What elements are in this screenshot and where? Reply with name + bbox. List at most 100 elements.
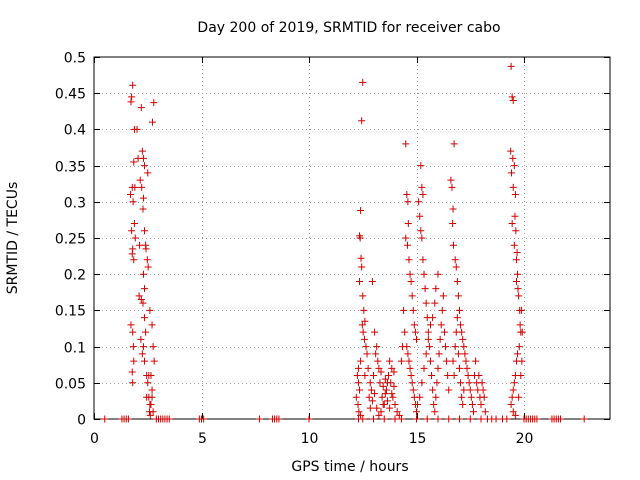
data-point	[405, 357, 413, 365]
data-point	[429, 314, 437, 322]
data-point	[386, 404, 394, 412]
data-point	[404, 198, 412, 206]
x-tick-label: 10	[301, 431, 319, 447]
data-point	[371, 390, 379, 398]
data-point	[385, 372, 393, 380]
data-point	[434, 364, 442, 372]
data-point	[512, 277, 520, 285]
data-point	[418, 234, 426, 242]
data-point	[452, 328, 460, 336]
data-point	[449, 241, 457, 249]
data-point	[406, 270, 414, 278]
data-point	[435, 350, 443, 358]
y-tick-label: 0.05	[55, 377, 86, 393]
data-point	[452, 263, 460, 271]
data-point	[371, 328, 379, 336]
data-point	[439, 292, 447, 300]
data-point	[127, 98, 135, 106]
data-point	[356, 386, 364, 394]
data-point	[511, 411, 519, 419]
data-point	[377, 368, 385, 376]
data-point	[509, 408, 517, 416]
data-point	[407, 372, 415, 380]
data-point	[275, 415, 283, 423]
data-point	[450, 372, 458, 380]
data-point	[139, 343, 147, 351]
data-point	[389, 393, 397, 401]
data-point	[508, 93, 516, 101]
data-point	[131, 183, 139, 191]
data-point	[397, 415, 405, 423]
y-tick-label: 0.1	[64, 341, 86, 357]
data-point	[418, 379, 426, 387]
data-point	[136, 241, 144, 249]
data-point	[352, 393, 360, 401]
data-point	[383, 379, 391, 387]
data-point	[138, 147, 146, 155]
data-point	[481, 408, 489, 416]
data-point	[359, 415, 367, 423]
data-point	[379, 382, 387, 390]
data-point	[517, 372, 525, 380]
data-point	[416, 212, 424, 220]
data-point	[370, 415, 377, 423]
data-point	[370, 372, 377, 380]
data-point	[444, 372, 452, 380]
data-point	[445, 386, 453, 394]
data-point	[130, 357, 138, 365]
y-tick-label: 0.25	[55, 232, 86, 248]
data-point	[399, 343, 407, 351]
data-point	[359, 292, 367, 300]
data-point	[133, 125, 141, 133]
data-point	[357, 411, 365, 419]
data-point	[150, 357, 158, 365]
data-point	[434, 415, 442, 423]
data-point	[460, 343, 468, 351]
data-point	[413, 408, 420, 416]
data-point	[149, 408, 157, 416]
data-point	[353, 372, 361, 380]
data-point	[128, 93, 136, 101]
data-point	[391, 415, 399, 423]
data-point	[420, 364, 428, 372]
data-point	[144, 169, 152, 177]
data-point	[386, 357, 394, 365]
data-point	[409, 386, 417, 394]
data-point	[432, 393, 440, 401]
data-point	[508, 169, 516, 177]
data-point	[414, 401, 422, 409]
data-point	[403, 241, 411, 249]
data-point	[512, 227, 520, 235]
data-point	[510, 379, 518, 387]
data-point	[360, 306, 368, 314]
data-point	[411, 328, 419, 336]
data-point	[475, 372, 483, 380]
x-tick-label: 0	[90, 431, 99, 447]
axis-ticks: 0 0.05 0.1 0.15 0.2 0.25 0.3 0.35 0.4 0.45 0.5 0 5 10…	[55, 51, 610, 447]
data-point	[419, 191, 427, 199]
data-point	[450, 140, 458, 148]
data-point	[510, 162, 518, 170]
data-point	[388, 390, 396, 398]
data-point	[419, 256, 427, 264]
data-point	[141, 227, 149, 235]
data-point	[375, 364, 383, 372]
chart-title: Day 200 of 2019, SRMTID for receiver cab…	[197, 20, 500, 36]
data-point	[357, 254, 365, 262]
data-point	[456, 306, 463, 314]
data-point	[410, 321, 418, 329]
data-point	[477, 415, 485, 423]
data-point	[423, 415, 431, 423]
data-point	[367, 386, 375, 394]
data-point	[149, 343, 157, 351]
data-point	[466, 415, 474, 423]
data-point	[416, 393, 424, 401]
data-point	[533, 415, 541, 423]
data-point	[465, 379, 473, 387]
y-axis-label: SRMTID / TECUs	[5, 182, 21, 295]
data-point	[467, 393, 475, 401]
data-point	[422, 350, 430, 358]
data-point	[431, 408, 439, 416]
data-point	[436, 335, 444, 343]
y-tick-label: 0	[77, 413, 86, 429]
